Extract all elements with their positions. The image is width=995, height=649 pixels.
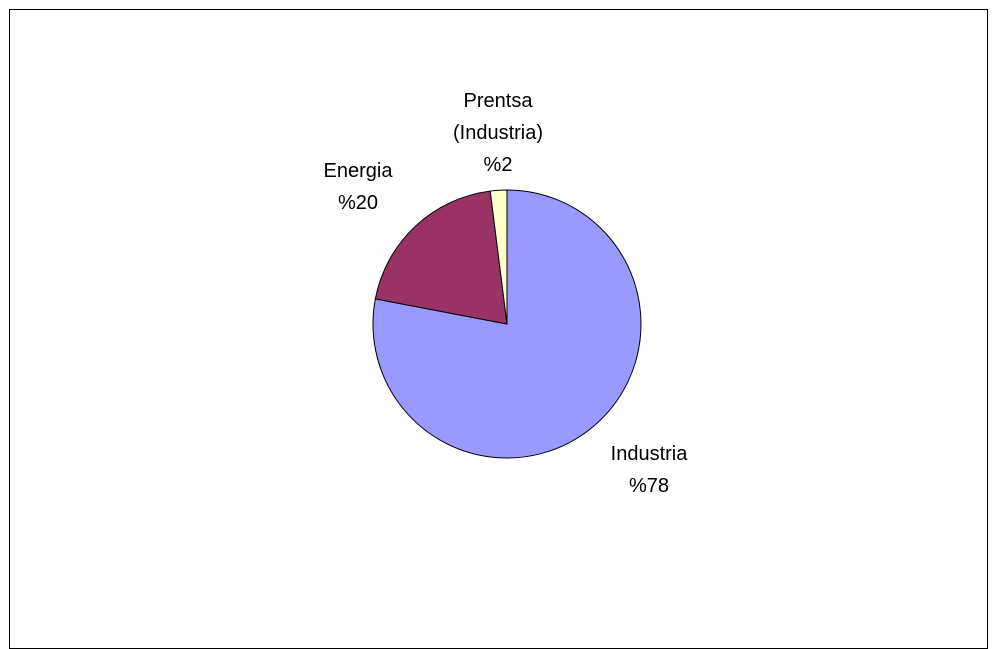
data-label-category: Energia	[324, 160, 394, 182]
pie-slice-prentsa-industria	[489, 189, 508, 325]
data-label-category: Prentsa	[464, 90, 534, 112]
data-label-industria: Industria %78	[611, 443, 689, 497]
pie-labels: Industria %78 Energia %20 Prentsa (Industria)…	[324, 90, 689, 497]
data-label-percent: %20	[338, 192, 378, 214]
data-label-category: Industria	[611, 443, 689, 465]
data-label-energia: Energia %20	[324, 160, 394, 214]
pie-chart: Industria %78 Energia %20 Prentsa (Industria)…	[324, 90, 689, 497]
data-label-prentsa-industria: Prentsa (Industria) %2	[453, 90, 543, 176]
pie-slices	[372, 189, 642, 459]
data-label-category: (Industria)	[453, 122, 543, 144]
data-label-percent: %78	[629, 475, 669, 497]
data-label-percent: %2	[484, 154, 513, 176]
pie-slice-energia	[374, 190, 508, 325]
